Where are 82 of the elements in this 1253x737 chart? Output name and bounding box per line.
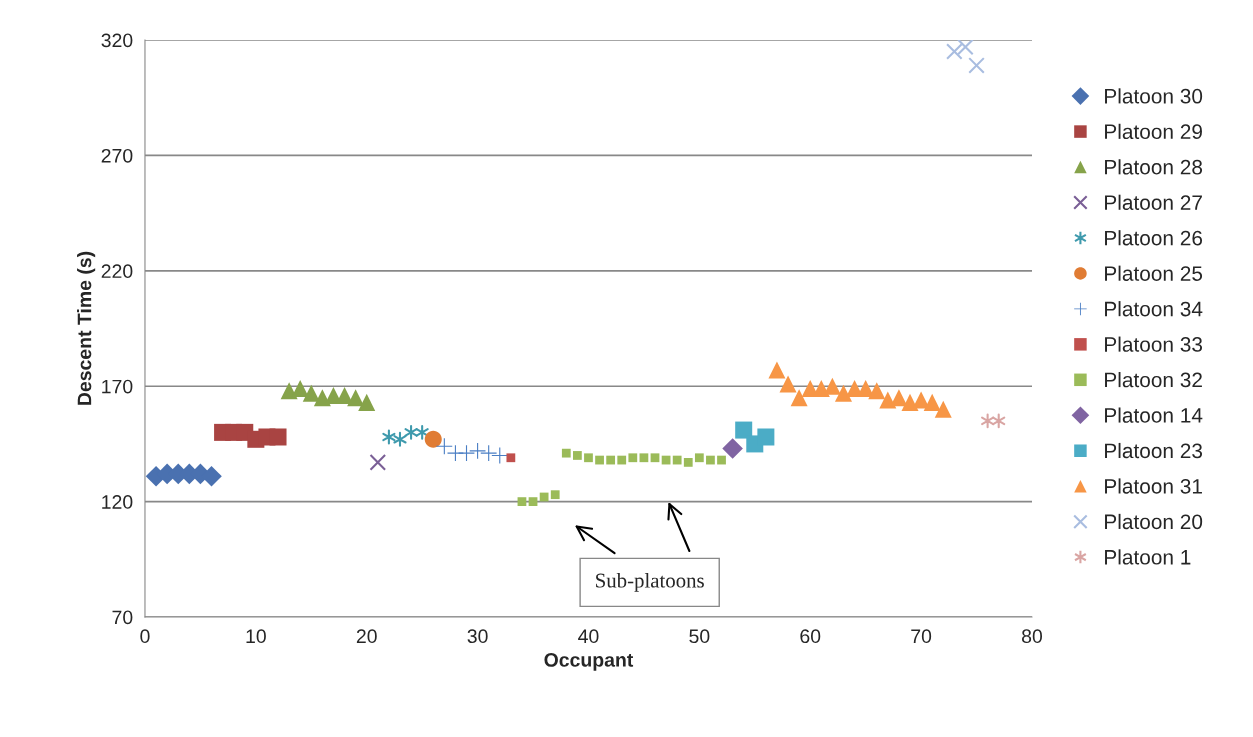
legend-label: Platoon 30 bbox=[1105, 88, 1203, 104]
point bbox=[617, 455, 627, 465]
legend-label: Platoon 28 bbox=[1105, 159, 1203, 175]
point bbox=[269, 428, 287, 446]
x-tick-label: 0 bbox=[140, 629, 150, 644]
point bbox=[415, 424, 429, 440]
point bbox=[424, 430, 442, 448]
point bbox=[650, 453, 660, 463]
y-axis-title: Descent Time (s) bbox=[77, 251, 96, 405]
point bbox=[628, 453, 638, 463]
legend-label: Platoon 25 bbox=[1105, 265, 1203, 281]
legend-label: Platoon 14 bbox=[1105, 407, 1203, 423]
point bbox=[957, 40, 974, 56]
point bbox=[517, 497, 527, 507]
point bbox=[539, 492, 549, 502]
point bbox=[606, 455, 616, 465]
legend-label: Platoon 20 bbox=[1105, 513, 1203, 530]
point bbox=[672, 455, 682, 465]
point bbox=[779, 375, 797, 393]
y-tick-label: 220 bbox=[101, 264, 133, 279]
point bbox=[834, 384, 852, 402]
legend-label: Platoon 26 bbox=[1105, 230, 1203, 246]
y-tick-label: 170 bbox=[102, 379, 133, 394]
x-axis-title: Occupant bbox=[544, 653, 634, 671]
point bbox=[706, 455, 715, 465]
point bbox=[968, 57, 985, 74]
point bbox=[735, 421, 753, 439]
point bbox=[550, 490, 560, 500]
point bbox=[358, 393, 376, 411]
legend-label: Platoon 34 bbox=[1105, 301, 1203, 317]
point bbox=[934, 400, 952, 418]
point bbox=[506, 453, 516, 463]
y-tick-label: 70 bbox=[112, 610, 133, 625]
legend-label: Platoon 33 bbox=[1105, 336, 1203, 352]
point bbox=[469, 442, 486, 459]
annotation: Sub-platoons bbox=[596, 572, 704, 592]
point bbox=[369, 454, 387, 471]
point bbox=[790, 389, 808, 407]
point bbox=[201, 465, 222, 487]
point bbox=[639, 453, 649, 463]
point bbox=[879, 391, 897, 409]
legend-label: Platoon 27 bbox=[1105, 194, 1202, 210]
point bbox=[393, 431, 407, 447]
x-tick-label: 60 bbox=[800, 629, 821, 644]
point bbox=[302, 384, 320, 402]
point bbox=[890, 389, 908, 407]
y-tick-label: 270 bbox=[101, 148, 133, 163]
y-tick-label: 320 bbox=[101, 33, 133, 48]
point bbox=[992, 413, 1006, 429]
point bbox=[757, 428, 775, 446]
legend-label: Platoon 29 bbox=[1105, 123, 1202, 140]
point bbox=[347, 389, 365, 407]
point bbox=[436, 438, 453, 455]
point bbox=[717, 455, 726, 465]
legend-label: Platoon 32 bbox=[1105, 372, 1202, 388]
x-tick-label: 40 bbox=[578, 629, 599, 644]
point bbox=[528, 497, 538, 507]
legend-label: Platoon 23 bbox=[1105, 442, 1203, 459]
legend-label: Platoon 1 bbox=[1105, 549, 1191, 565]
point bbox=[480, 445, 497, 462]
point bbox=[946, 43, 963, 60]
point bbox=[768, 361, 786, 379]
point bbox=[868, 382, 886, 400]
x-tick-label: 30 bbox=[467, 629, 488, 644]
x-tick-label: 20 bbox=[356, 629, 377, 644]
y-tick-label: 120 bbox=[102, 495, 133, 509]
point bbox=[382, 429, 396, 445]
x-tick-label: 80 bbox=[1022, 629, 1043, 644]
point bbox=[595, 455, 604, 465]
point bbox=[694, 453, 704, 463]
point bbox=[923, 393, 941, 411]
point bbox=[584, 453, 593, 463]
x-tick-label: 70 bbox=[911, 629, 932, 644]
point bbox=[572, 451, 582, 460]
legend-label: Platoon 31 bbox=[1105, 478, 1202, 494]
point bbox=[722, 438, 743, 459]
point bbox=[683, 457, 693, 467]
x-tick-label: 50 bbox=[689, 629, 710, 644]
point bbox=[404, 424, 418, 440]
point bbox=[561, 448, 571, 458]
point bbox=[901, 393, 919, 411]
x-tick-label: 10 bbox=[246, 629, 266, 644]
